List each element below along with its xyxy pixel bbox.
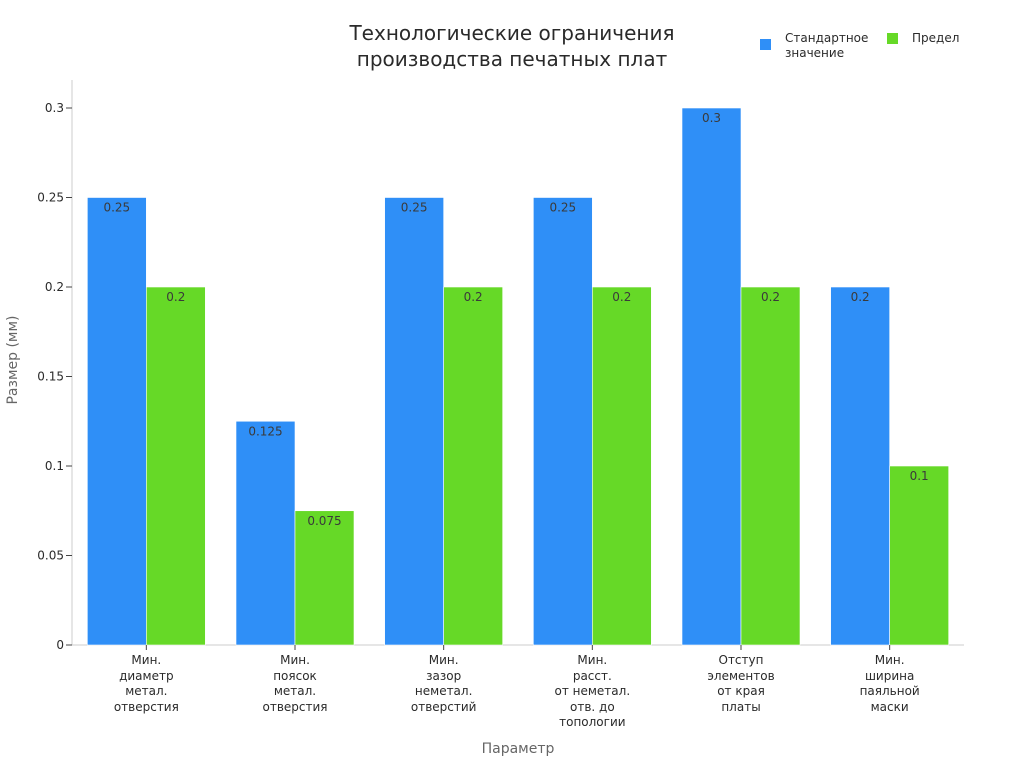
x-axis-label: Параметр (481, 741, 555, 757)
legend-swatch-limit (887, 33, 898, 44)
y-tick-label: 0.1 (45, 459, 64, 473)
bar-label-limit: 0.2 (166, 290, 185, 304)
x-tick-label: Мин. диаметр метал. отверстия (113, 653, 179, 714)
x-tick-label: Мин. поясок метал. отверстия (262, 653, 328, 714)
bar-label-standard: 0.25 (401, 201, 428, 215)
bar-label-limit: 0.075 (307, 514, 341, 528)
chart-title: Технологические ограничения производства… (349, 21, 675, 71)
bar-standard (830, 286, 890, 646)
bar-label-limit: 0.2 (761, 290, 780, 304)
bar-limit (592, 286, 652, 646)
y-tick-label: 0.25 (37, 191, 64, 205)
x-tick-label: Мин. расст. от неметал. отв. до топологи… (554, 653, 631, 729)
y-tick-label: 0.15 (37, 370, 64, 384)
bar-standard (384, 197, 444, 646)
bar-limit (443, 286, 503, 646)
bar-limit (146, 286, 206, 646)
bar-label-limit: 0.1 (910, 469, 929, 483)
bar-label-standard: 0.2 (851, 290, 870, 304)
legend-label-limit: Предел (912, 31, 960, 45)
bar-label-standard: 0.125 (248, 424, 282, 438)
legend-swatch-standard (760, 39, 771, 50)
bar-standard (235, 420, 296, 646)
y-tick-label: 0 (56, 638, 64, 652)
y-tick-label: 0.05 (37, 549, 64, 563)
bar-label-standard: 0.3 (702, 111, 721, 125)
y-tick-label: 0.2 (45, 280, 64, 294)
bar-standard (87, 197, 147, 646)
x-tick-label: Мин. зазор неметал. отверстий (410, 653, 477, 714)
bar-label-standard: 0.25 (103, 201, 130, 215)
bar-label-limit: 0.2 (464, 290, 483, 304)
bar-standard (681, 107, 742, 646)
bar-label-limit: 0.2 (612, 290, 631, 304)
bar-limit (294, 510, 355, 646)
x-tick-label: Мин. ширина паяльной маски (859, 653, 920, 714)
bar-label-standard: 0.25 (549, 201, 576, 215)
bar-limit (889, 465, 949, 646)
legend-label-standard: Стандартное значение (785, 31, 869, 60)
x-tick-label: Отступ элементов от края платы (707, 653, 775, 714)
bar-limit (740, 286, 801, 646)
y-tick-label: 0.3 (45, 101, 64, 115)
bar-standard (533, 197, 593, 646)
